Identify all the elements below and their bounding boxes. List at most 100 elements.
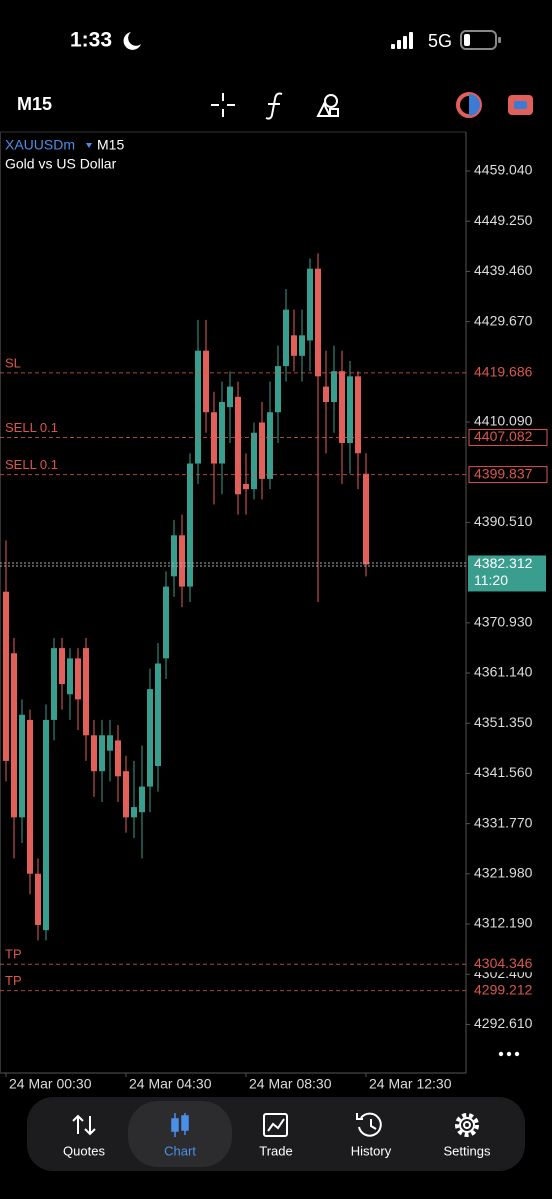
candle-body [163,586,169,659]
candle-body [235,396,241,495]
crosshair-button[interactable] [211,93,235,117]
y-tick-label: 4370.930 [474,614,533,630]
quotes-icon [72,1114,96,1136]
y-tick-label: 4312.190 [474,915,533,931]
more-menu[interactable] [498,1051,520,1057]
level-price-bg [468,466,548,484]
candle-body [267,412,273,479]
history-icon [356,1112,382,1137]
level-label: SELL 0.1 [5,457,58,472]
candle-body [83,648,89,736]
candle-body [11,653,17,818]
objects-button[interactable] [316,94,339,117]
nav-item[interactable]: Settings [444,1143,491,1158]
y-tick-label: 4341.560 [474,764,533,780]
y-tick-label: 4459.040 [474,162,533,178]
nav-item[interactable]: Quotes [63,1143,105,1158]
candle-body [363,473,369,565]
symbol-dropdown[interactable] [86,143,92,148]
candle-body [355,376,361,454]
candle-body [115,740,121,777]
candle-body [203,350,209,413]
candle-body [139,786,145,813]
candle-body [19,714,25,818]
candle-body [187,463,193,587]
level-price-bg [469,364,547,381]
candle-body [99,735,105,772]
candle-body [59,648,65,685]
candle-body [147,689,153,787]
candle-body [131,807,137,818]
y-tick-label: 4351.350 [474,714,533,730]
level-price-bg [469,956,547,973]
y-tick-label: 4361.140 [474,664,533,680]
candle-body [331,371,337,402]
candle-body [155,663,161,767]
candle-body [339,371,345,444]
level-price-bg [468,428,548,446]
candle-body [35,873,41,926]
candle-body [283,309,289,367]
trade-icon [263,1113,288,1137]
candle-body [51,648,57,720]
candle-body [259,422,265,479]
nav-item[interactable]: Trade [259,1143,292,1158]
y-tick-label: 4390.510 [474,513,533,529]
symbol-description: Gold vs US Dollar [5,156,117,172]
level-price: 4419.686 [474,364,533,380]
y-tick-label: 4331.770 [474,814,533,830]
indicators-button[interactable] [265,92,283,120]
nav-item[interactable]: Chart [164,1143,196,1158]
candle-body [275,366,281,413]
y-tick-label: 4439.460 [474,262,533,278]
candle-body [243,484,249,490]
clock: 1:33 [70,29,112,52]
level-price: 4399.837 [474,465,533,481]
account-button[interactable] [456,92,482,118]
y-tick-label: 4429.670 [474,312,533,328]
trade-button[interactable] [508,95,533,115]
current-price: 4382.312 [474,555,533,571]
candle-body [171,535,177,577]
network: 5G [428,31,452,51]
candle-body [347,376,353,444]
candle-body [67,658,73,695]
candle-body [43,719,49,931]
candle-body [27,719,33,874]
y-tick-label: 4292.610 [474,1015,533,1031]
candle-body [291,335,297,356]
timeframe-button[interactable]: M15 [17,94,52,114]
y-tick-label: 4410.090 [474,413,533,429]
nav-active-pill [128,1101,232,1167]
nav-item[interactable]: History [351,1143,392,1158]
level-label: TP [5,973,22,988]
level-price: 4304.346 [474,955,533,971]
y-tick-label: 4321.980 [474,865,533,881]
current-price-box [468,555,546,592]
candle-body [3,591,9,761]
level-label: SL [5,355,21,370]
level-label: TP [5,947,22,962]
candle-body [323,386,329,402]
moon-icon [123,32,141,50]
bar-timer: 11:20 [474,572,508,588]
level-price-bg [469,982,547,999]
candle-body [195,350,201,464]
x-tick-label: 24 Mar 12:30 [369,1076,452,1092]
candle-body [307,268,313,341]
candle-body [299,335,305,356]
level-price: 4407.082 [474,428,533,444]
chart-timeframe: M15 [97,137,124,153]
candle-body [91,735,97,772]
symbol[interactable]: XAUUSDm [5,137,75,153]
candle-body [179,535,185,587]
candle-body [75,658,81,700]
candle-body [219,401,225,464]
level-label: SELL 0.1 [5,420,58,435]
x-tick-label: 24 Mar 00:30 [9,1076,92,1092]
level-price: 4299.212 [474,981,533,997]
settings-icon [455,1113,479,1137]
candle-body [123,771,129,818]
candle-body [227,386,233,408]
battery-icon [460,30,501,50]
